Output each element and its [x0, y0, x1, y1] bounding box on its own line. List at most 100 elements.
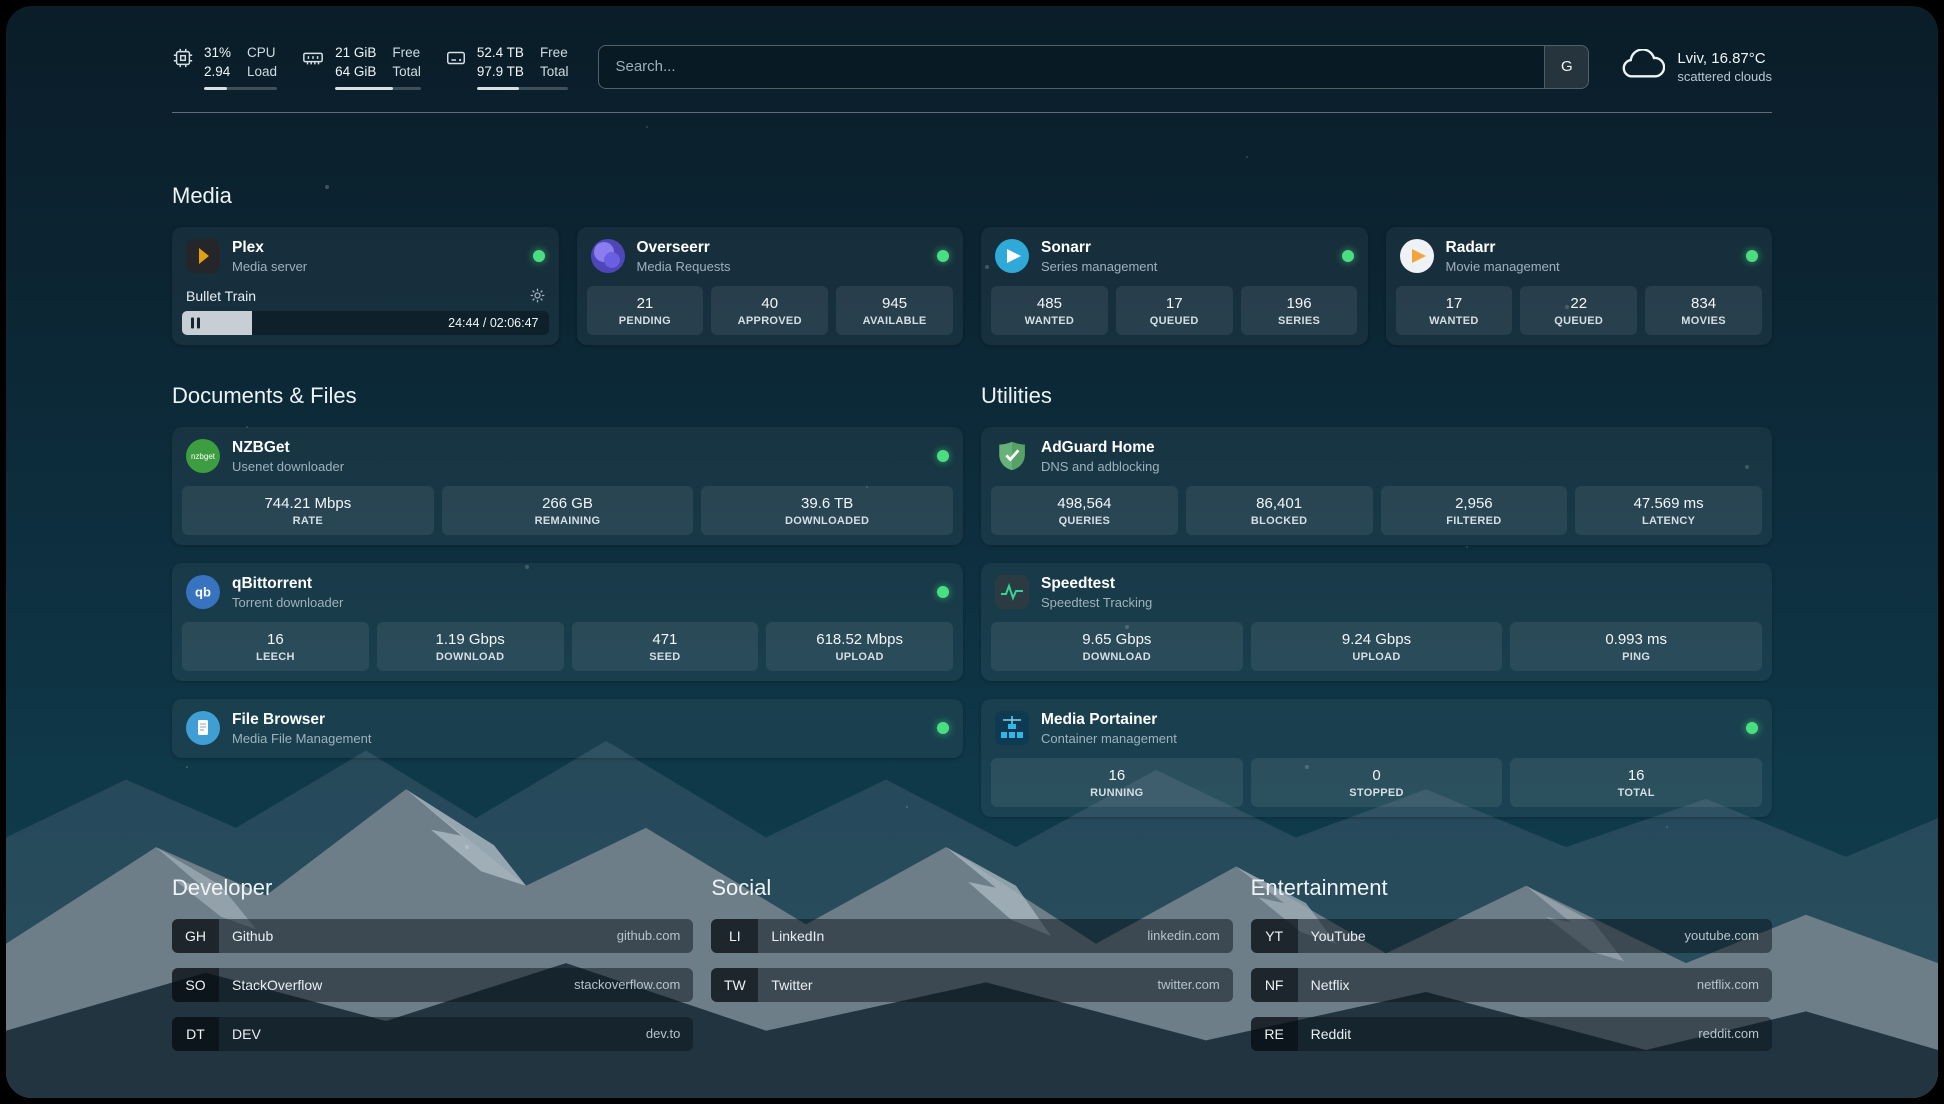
bookmark-dev[interactable]: DT DEV dev.to	[172, 1016, 694, 1051]
memory-free-value: 21 GiB	[335, 45, 377, 60]
bookmark-url: dev.to	[645, 1026, 681, 1042]
now-playing-title: Bullet Train	[186, 287, 257, 304]
service-card-speedtest[interactable]: Speedtest Speedtest Tracking 9.65 Gbps D…	[981, 562, 1772, 681]
bookmark-github[interactable]: GH Github github.com	[172, 918, 694, 953]
radarr-icon	[1399, 239, 1434, 274]
service-description: Usenet downloader	[232, 458, 345, 474]
bookmark-youtube[interactable]: YT YouTube youtube.com	[1250, 918, 1772, 953]
stat-label: TOTAL	[1617, 786, 1655, 799]
plex-icon	[186, 239, 220, 274]
service-card-portainer[interactable]: Media Portainer Container management 16 …	[981, 698, 1772, 817]
stat-value: 196	[1286, 294, 1312, 312]
stat: 2,956 FILTERED	[1380, 485, 1568, 535]
service-name: AdGuard Home	[1041, 438, 1155, 456]
stat: 17 QUEUED	[1115, 285, 1233, 335]
stat: 21 PENDING	[586, 285, 704, 335]
service-description: Speedtest Tracking	[1041, 594, 1153, 610]
memory-total-label: Total	[392, 63, 421, 79]
cpu-usage-value: 31%	[204, 45, 232, 60]
service-description: Media Requests	[636, 258, 731, 274]
bookmark-group-developer: Developer GH Github github.com SO StackO…	[172, 875, 694, 1051]
stat: 0.993 ms PING	[1510, 621, 1763, 671]
cpu-progress-fill	[204, 86, 227, 90]
stat-value: 618.52 Mbps	[816, 630, 903, 648]
weather-condition: scattered clouds	[1677, 68, 1772, 84]
stat-label: DOWNLOAD	[1082, 650, 1152, 663]
stat-value: 21	[636, 294, 654, 312]
bookmark-url: twitter.com	[1157, 977, 1220, 993]
stat-value: 9.65 Gbps	[1082, 630, 1152, 648]
bookmark-url: stackoverflow.com	[574, 977, 681, 993]
memory-total-value: 64 GiB	[335, 63, 377, 79]
page-content: 31% CPU 2.94 Load	[6, 6, 1938, 1098]
weather-widget[interactable]: Lviv, 16.87°C scattered clouds	[1621, 48, 1772, 85]
stat-value: 2,956	[1455, 494, 1493, 512]
section-documents: Documents & Files nzbget NZBGet Usenet d…	[172, 383, 963, 758]
bookmark-reddit[interactable]: RE Reddit reddit.com	[1250, 1016, 1772, 1051]
stat-value: 17	[1165, 294, 1183, 312]
gear-icon[interactable]	[530, 288, 545, 303]
stat-value: 17	[1445, 294, 1463, 312]
bookmark-twitter[interactable]: TW Twitter twitter.com	[711, 967, 1233, 1002]
pause-icon[interactable]	[191, 317, 200, 329]
service-card-filebrowser[interactable]: File Browser Media File Management	[172, 698, 963, 758]
service-name: qBittorrent	[232, 574, 313, 592]
cpu-widget: 31% CPU 2.94 Load	[172, 44, 278, 90]
section-title-media: Media	[172, 182, 232, 208]
status-dot	[1746, 722, 1758, 735]
stat-label: RATE	[292, 514, 323, 527]
stat: 9.24 Gbps UPLOAD	[1250, 621, 1503, 671]
portainer-icon	[995, 711, 1029, 746]
service-card-radarr[interactable]: Radarr Movie management 17 WANTED 22 QUE…	[1385, 226, 1772, 345]
bookmark-group-social: Social LI LinkedIn linkedin.com TW Twitt…	[711, 874, 1233, 1051]
media-card-grid: Plex Media server Bullet Train	[172, 226, 1772, 345]
stat-value: 744.21 Mbps	[264, 494, 352, 512]
bookmark-abbr: GH	[172, 918, 219, 953]
service-name: Plex	[232, 238, 264, 256]
stat: 744.21 Mbps RATE	[182, 485, 434, 535]
service-card-plex[interactable]: Plex Media server Bullet Train	[172, 226, 559, 345]
bookmark-linkedin[interactable]: LI LinkedIn linkedin.com	[711, 918, 1233, 953]
search-input[interactable]	[599, 45, 1545, 88]
stat-value: 16	[1108, 766, 1126, 784]
section-title-social: Social	[711, 874, 772, 900]
stat-value: 22	[1570, 294, 1588, 312]
bookmark-stackoverflow[interactable]: SO StackOverflow stackoverflow.com	[172, 967, 694, 1002]
service-card-adguard[interactable]: AdGuard Home DNS and adblocking 498,564 …	[981, 426, 1772, 545]
stat-label: BLOCKED	[1250, 514, 1308, 527]
stat: 498,564 QUERIES	[991, 485, 1178, 535]
stat-label: QUEUED	[1554, 314, 1604, 327]
bookmark-group-entertainment: Entertainment YT YouTube youtube.com NF …	[1250, 875, 1772, 1051]
stat-value: 47.569 ms	[1633, 494, 1704, 512]
bookmark-abbr: NF	[1250, 967, 1298, 1002]
stat-label: APPROVED	[737, 314, 802, 327]
search-provider-button[interactable]: G	[1544, 45, 1589, 88]
bookmark-url: github.com	[616, 928, 681, 944]
stat: 945 AVAILABLE	[836, 285, 953, 335]
bookmark-netflix[interactable]: NF Netflix netflix.com	[1250, 967, 1772, 1002]
cpu-usage-label: CPU	[247, 45, 276, 60]
memory-progress-fill	[335, 86, 393, 90]
service-card-nzbget[interactable]: nzbget NZBGet Usenet downloader 744.21 M…	[172, 426, 963, 545]
stat: 1.19 Gbps DOWNLOAD	[376, 621, 564, 671]
disk-progress-fill	[476, 86, 520, 90]
stat-value: 86,401	[1256, 494, 1303, 512]
stat: 39.6 TB DOWNLOADED	[701, 485, 954, 535]
service-card-sonarr[interactable]: Sonarr Series management 485 WANTED 17 Q…	[981, 226, 1368, 345]
filebrowser-icon	[186, 711, 220, 746]
disk-free-value: 52.4 TB	[476, 45, 524, 60]
stat-value: 471	[652, 630, 678, 648]
bookmarks-row: Developer GH Github github.com SO StackO…	[172, 875, 1772, 1051]
cloud-icon	[1621, 48, 1666, 85]
service-description: Media File Management	[232, 730, 372, 746]
section-media: Media Plex Media server	[172, 183, 1772, 345]
playback-progress-bar[interactable]: 24:44 / 02:06:47	[182, 310, 549, 335]
status-dot	[937, 250, 949, 263]
resource-widgets: 31% CPU 2.94 Load	[172, 44, 569, 90]
disk-icon	[445, 44, 467, 90]
memory-progress-bar	[335, 86, 421, 90]
service-card-overseerr[interactable]: Overseerr Media Requests 21 PENDING 40 A…	[576, 226, 963, 345]
qbittorrent-icon: qb	[186, 575, 220, 610]
service-card-qbittorrent[interactable]: qb qBittorrent Torrent downloader 16	[172, 562, 963, 681]
bookmark-name: Github	[232, 927, 274, 944]
